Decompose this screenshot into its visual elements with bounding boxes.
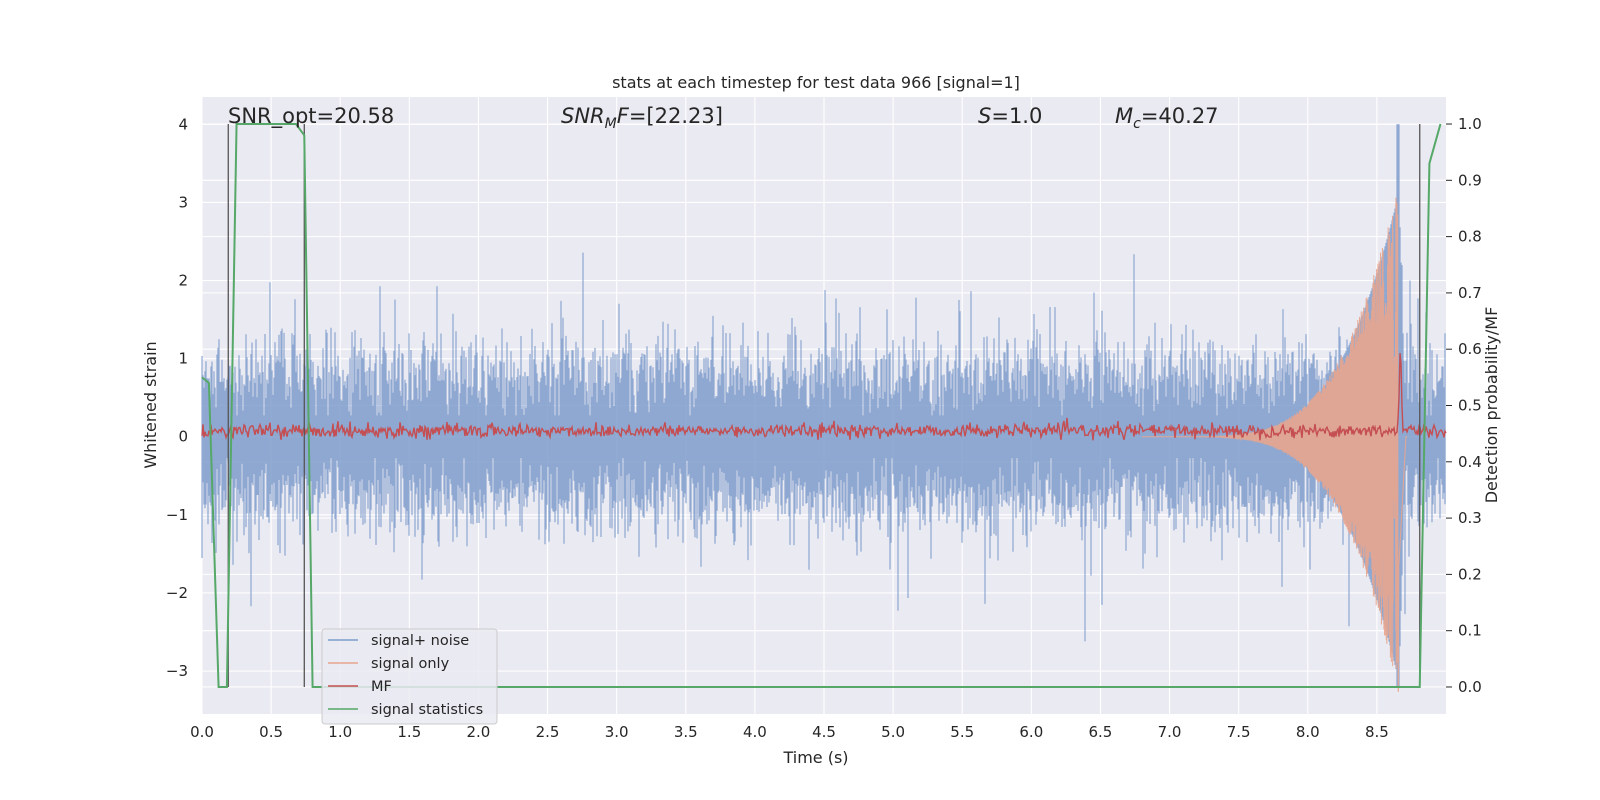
y-tick-label-left: 0 — [178, 428, 188, 446]
legend: signal+ noise signal only MF signal stat… — [321, 628, 498, 725]
x-tick-label: 7.0 — [1158, 723, 1182, 741]
annotation-snr-mf-symbol: SNR — [561, 104, 605, 128]
x-tick-label: 5.5 — [950, 723, 974, 741]
y-tick-label-right: 0.8 — [1458, 228, 1482, 246]
signal-only-line — [1141, 197, 1408, 692]
annotation-mc-symbol: M — [1115, 104, 1133, 128]
y-tick-label-left: −3 — [166, 662, 188, 680]
annotation-mc-subscript: c — [1133, 116, 1141, 132]
legend-label-signal-only: signal only — [371, 656, 450, 672]
chart-title: stats at each timestep for test data 966… — [612, 73, 1020, 92]
y-axis-label-left: Whitened strain — [141, 341, 160, 468]
annotation-snr-mf-subscript: M — [605, 116, 617, 132]
signal-statistics-line — [201, 123, 1442, 688]
y-tick-label-left: 1 — [178, 350, 188, 368]
x-tick-label: 3.5 — [674, 723, 698, 741]
x-tick-label: 1.5 — [397, 723, 421, 741]
y-tick-label-right: 1.0 — [1458, 115, 1482, 133]
annotation-s: S=1.0 — [978, 104, 1042, 128]
y-tick-label-right: 0.3 — [1458, 509, 1482, 527]
series-signal-statistics — [201, 123, 1442, 688]
x-tick-label: 4.0 — [743, 723, 767, 741]
annotation-s-symbol: S — [978, 104, 991, 128]
y-tick-label-right: 0.4 — [1458, 453, 1482, 471]
y-tick-label-left: −2 — [166, 584, 188, 602]
x-tick-label: 7.5 — [1227, 723, 1251, 741]
x-tick-label: 0.5 — [259, 723, 283, 741]
y-tick-label-right: 0.5 — [1458, 397, 1482, 415]
y-tick-label-right: 0.2 — [1458, 565, 1482, 583]
x-axis-label: Time (s) — [782, 748, 848, 767]
annotation-snr-mf-value: =[22.23] — [629, 104, 723, 128]
annotation-snr-mf-f: F — [617, 104, 630, 128]
y-tick-label-right: 0.6 — [1458, 340, 1482, 358]
x-tick-label: 2.0 — [467, 723, 491, 741]
series-signal-only — [1141, 197, 1408, 692]
y-tick-label-left: 4 — [178, 115, 188, 133]
y-tick-label-left: 3 — [178, 193, 188, 211]
y-tick-label-left: −1 — [166, 506, 188, 524]
y-tick-label-right: 0.7 — [1458, 284, 1482, 302]
y-tick-label-right: 0.1 — [1458, 622, 1482, 640]
x-tick-label: 5.0 — [881, 723, 905, 741]
x-tick-label: 6.0 — [1019, 723, 1043, 741]
x-tick-label: 3.0 — [605, 723, 629, 741]
annotation-mc-value: =40.27 — [1141, 104, 1219, 128]
legend-label-mf: MF — [371, 679, 392, 695]
x-tick-label: 4.5 — [812, 723, 836, 741]
x-tick-label: 1.0 — [328, 723, 352, 741]
series-mf — [201, 352, 1447, 441]
legend-label-signal-statistics: signal statistics — [371, 702, 483, 718]
annotation-snr-mf: SNRMF=[22.23] — [561, 104, 723, 132]
y-tick-label-right: 0.0 — [1458, 678, 1482, 696]
annotation-snr-opt: SNR_opt=20.58 — [228, 104, 394, 129]
legend-label-signal-noise: signal+ noise — [371, 633, 469, 649]
tick-labels: 0.0 0.5 1.0 1.5 2.0 2.5 3.0 3.5 4.0 4.5 5.0 5.5 6.0 6… — [166, 115, 1482, 741]
x-tick-label: 8.0 — [1296, 723, 1320, 741]
x-tick-label: 8.5 — [1365, 723, 1389, 741]
x-tick-label: 0.0 — [190, 723, 214, 741]
x-tick-label: 6.5 — [1089, 723, 1113, 741]
legend-box — [321, 628, 498, 725]
y-axis-label-right: Detection probability/MF — [1482, 307, 1501, 504]
y-tick-label-left: 2 — [178, 272, 188, 290]
mf-line — [201, 352, 1447, 441]
annotation-s-value: =1.0 — [991, 104, 1042, 128]
x-tick-label: 2.5 — [536, 723, 560, 741]
y-tick-label-right: 0.9 — [1458, 171, 1482, 189]
annotation-mc: Mc=40.27 — [1115, 104, 1219, 132]
